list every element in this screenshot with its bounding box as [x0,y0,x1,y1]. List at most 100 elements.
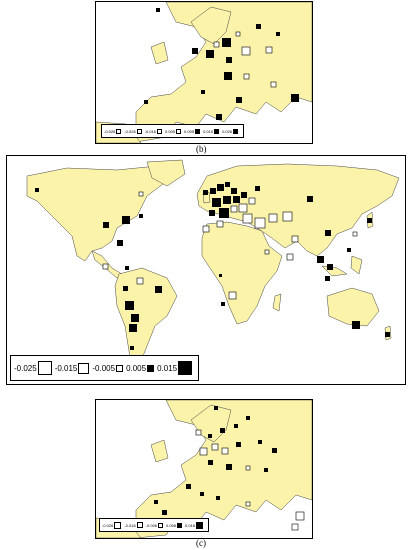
marker-world [130,346,134,350]
legend-c: -0.026 -0.016 -0.006 0.006 0.016 [99,518,210,532]
marker-c [226,464,232,470]
marker-b [291,94,299,102]
marker-c [154,500,158,504]
legend-c-entry: 0.016 [185,521,204,529]
marker-world [255,186,260,191]
marker-c [272,448,277,453]
marker-b [265,46,273,54]
europe-map-b [96,2,312,143]
legend-main-entry: 0.005 [126,364,155,373]
marker-c [220,428,225,433]
marker-c [236,442,241,447]
marker-world [352,231,358,237]
marker-world [347,248,351,252]
marker-world [212,198,221,207]
legend-b-entry: 0.005 [165,128,182,134]
marker-world [367,218,372,223]
marker-world [125,301,134,310]
marker-world [231,188,237,194]
legend-main-entry: -0.005 [92,364,124,373]
marker-b [144,100,148,104]
caption-c: (c) [196,538,206,548]
marker-world [203,190,208,195]
marker-b [256,24,261,29]
legend-main-entry: 0.015 [157,361,193,375]
marker-world [209,210,215,216]
marker-c [211,443,219,451]
marker-world [117,240,123,246]
marker-world [202,225,210,233]
marker-world [264,249,270,255]
marker-world [282,211,293,222]
marker-b [156,8,160,12]
marker-world [254,217,266,229]
markers-b [144,8,299,120]
marker-b [243,73,250,80]
marker-world [219,274,222,277]
marker-c [246,416,250,420]
marker-b [224,72,232,80]
legend-b-entry: -0.016 [145,128,163,134]
marker-c [214,406,218,410]
marker-world [122,216,130,224]
marker-b [206,50,214,58]
marker-world [317,256,324,263]
marker-world [325,276,330,281]
marker-world [136,277,144,285]
marker-world [217,184,224,191]
marker-world [103,222,109,228]
map-panel-europe-b: -0.026 -0.026 -0.016 0.005 0.005 0.015 0… [95,1,313,144]
marker-c [264,468,268,472]
marker-world [241,192,247,198]
legend-b-entry: 0.026 [222,128,239,134]
legend-c-entry: -0.026 [102,521,122,529]
marker-b [276,32,280,36]
marker-world [325,230,331,236]
marker-b [216,114,222,120]
legend-b-entry: 0.015 [203,128,220,134]
marker-c [258,440,262,444]
legend-c-entry: -0.016 [124,522,143,528]
marker-b [241,46,251,56]
markers-c [154,406,305,531]
marker-world [352,321,360,329]
marker-world [385,332,390,337]
marker-world [219,208,229,218]
marker-world [248,197,256,205]
marker-b [192,48,198,54]
marker-world [242,213,253,224]
marker-world [223,196,231,204]
marker-b [213,41,220,48]
marker-world [233,196,240,203]
caption-b: (b) [196,144,207,154]
legend-b: -0.026 -0.026 -0.016 0.005 0.005 0.015 0… [101,124,245,138]
marker-world [139,214,143,218]
marker-world [307,196,313,202]
marker-c [245,465,251,471]
legend-main-entry: -0.015 [55,362,91,374]
legend-b-entry: -0.026 [124,128,142,134]
marker-c [234,424,238,428]
map-panel-europe-c: -0.026 -0.016 -0.006 0.006 0.016 [95,399,313,539]
marker-world [268,213,278,223]
marker-c [216,496,220,500]
marker-world [230,205,238,213]
marker-world [221,302,225,306]
marker-world [155,286,162,293]
legend-c-entry: 0.006 [166,522,183,528]
marker-c [162,510,167,515]
marker-b [235,31,241,37]
world-map [26,159,400,375]
marker-c [208,460,213,465]
legend-b-entry: 0.005 [184,128,201,134]
marker-world [210,188,216,194]
marker-world [286,253,294,261]
marker-world [225,182,230,187]
marker-world [35,188,39,192]
marker-c [199,447,208,456]
marker-c [208,434,212,438]
marker-c [295,511,305,521]
marker-world [131,314,139,322]
legend-main: -0.025 -0.015 -0.005 0.005 0.015 [10,355,200,381]
marker-c [200,492,204,496]
